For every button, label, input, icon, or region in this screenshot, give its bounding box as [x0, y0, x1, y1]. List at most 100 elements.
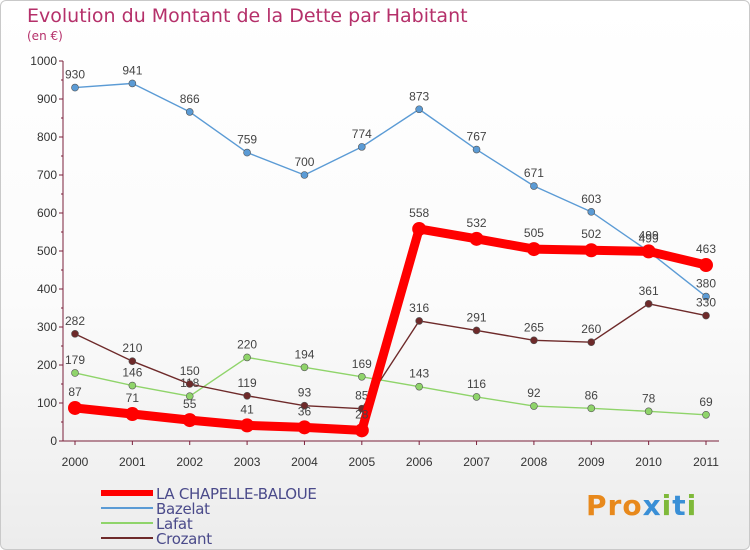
data-label: 759: [237, 133, 257, 147]
data-label: 502: [581, 227, 601, 241]
data-point: [243, 353, 251, 362]
legend-label: Bazelat: [156, 500, 210, 518]
chart-title: Evolution du Montant de la Dette par Hab…: [27, 5, 468, 27]
data-label: 505: [524, 226, 544, 240]
data-point: [469, 231, 484, 246]
data-point: [354, 423, 369, 438]
data-point: [412, 221, 427, 236]
x-tick-label: 2004: [291, 455, 318, 469]
logo-letter: o: [622, 489, 643, 522]
data-label: 499: [639, 231, 659, 245]
data-label: 28: [355, 407, 369, 421]
x-tick-label: 2000: [62, 455, 89, 469]
data-label: 282: [65, 314, 85, 328]
legend-label: Crozant: [156, 530, 212, 548]
data-label: 92: [527, 386, 541, 400]
logo-letter: i: [686, 489, 698, 522]
data-point: [415, 105, 423, 114]
data-point: [185, 108, 194, 116]
data-label: 143: [409, 367, 429, 381]
legend-swatch: [101, 490, 153, 496]
legend-label: Lafat: [156, 515, 193, 533]
data-label: 941: [122, 63, 142, 77]
data-label: 316: [409, 301, 429, 315]
logo-letter: r: [607, 489, 623, 522]
data-point: [128, 357, 137, 366]
data-label: 930: [65, 68, 85, 82]
data-point: [240, 418, 255, 433]
series-la-chapelle-baloue: 87 71 55 41 36 28 558 532 505 502 499 463: [68, 206, 716, 438]
y-tick-label: 0: [50, 434, 57, 448]
data-point: [699, 258, 713, 273]
data-point: [587, 404, 596, 413]
data-point: [358, 372, 366, 381]
data-label: 265: [524, 320, 544, 334]
data-label: 119: [238, 376, 257, 390]
y-tick-label: 900: [37, 92, 57, 106]
data-point: [243, 391, 251, 400]
data-point: [702, 292, 710, 301]
data-point: [358, 143, 366, 151]
logo-letter: P: [586, 489, 608, 522]
series-line: [74, 356, 707, 416]
data-point: [702, 410, 710, 419]
series-lafat: 17914611822019416914311692867869: [65, 337, 713, 419]
data-point: [415, 317, 423, 325]
proxiti-logo: Proxiti: [586, 489, 697, 522]
data-point: [530, 182, 538, 190]
series-line: [70, 224, 711, 435]
y-tick-label: 300: [37, 320, 57, 334]
y-tick-label: 200: [37, 358, 57, 372]
series-crozant: 282 210 150 119 93 85 316 291 265 260 361 330: [65, 284, 716, 413]
data-label: 210: [122, 341, 142, 355]
data-point: [472, 326, 481, 335]
data-point: [584, 243, 599, 258]
legend-swatch: [101, 537, 153, 539]
data-label: 291: [467, 310, 487, 324]
data-label: 774: [352, 127, 372, 141]
x-tick-label: 2008: [521, 455, 548, 469]
data-label: 463: [696, 242, 716, 256]
data-point: [300, 171, 309, 179]
data-label: 380: [696, 277, 716, 291]
data-point: [415, 382, 423, 391]
data-point: [71, 369, 79, 377]
data-point: [71, 330, 79, 338]
data-label: 767: [467, 130, 487, 144]
data-point: [300, 363, 309, 372]
x-tick-label: 2011: [693, 455, 719, 469]
data-label: 85: [355, 389, 369, 403]
data-point: [641, 244, 656, 259]
data-point: [128, 381, 137, 390]
data-label: 499: [639, 228, 659, 242]
data-label: 361: [639, 284, 659, 298]
legend-swatch: [101, 522, 153, 524]
x-tick-label: 2006: [406, 455, 433, 469]
data-point: [526, 242, 541, 257]
data-label: 36: [298, 404, 312, 418]
data-label: 146: [122, 366, 142, 380]
y-tick-label: 800: [37, 130, 57, 144]
data-point: [243, 148, 251, 157]
data-label: 260: [581, 322, 601, 336]
data-label: 93: [298, 386, 312, 400]
data-point: [185, 380, 194, 388]
series-line: [74, 303, 707, 410]
x-tick-label: 2009: [578, 455, 605, 469]
data-label: 169: [352, 357, 372, 371]
data-point: [702, 311, 710, 320]
data-point: [644, 407, 653, 416]
data-label: 603: [581, 192, 601, 206]
data-point: [530, 336, 538, 345]
series-line: [74, 82, 707, 298]
data-label: 866: [180, 92, 200, 106]
data-label: 69: [699, 395, 713, 409]
data-point: [182, 413, 197, 428]
data-label: 873: [409, 89, 429, 103]
y-tick-label: 100: [37, 396, 57, 410]
chart-subtitle: (en €): [27, 29, 63, 43]
data-label: 55: [183, 397, 197, 411]
data-point: [587, 338, 596, 347]
data-label: 150: [180, 364, 200, 378]
